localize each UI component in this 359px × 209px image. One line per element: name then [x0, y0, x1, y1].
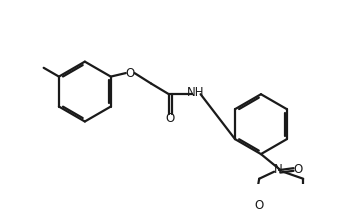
Text: N: N: [274, 163, 283, 176]
Text: O: O: [126, 67, 135, 80]
Text: O: O: [255, 199, 264, 209]
Text: O: O: [165, 112, 175, 125]
Text: O: O: [293, 163, 303, 176]
Text: NH: NH: [187, 86, 204, 99]
